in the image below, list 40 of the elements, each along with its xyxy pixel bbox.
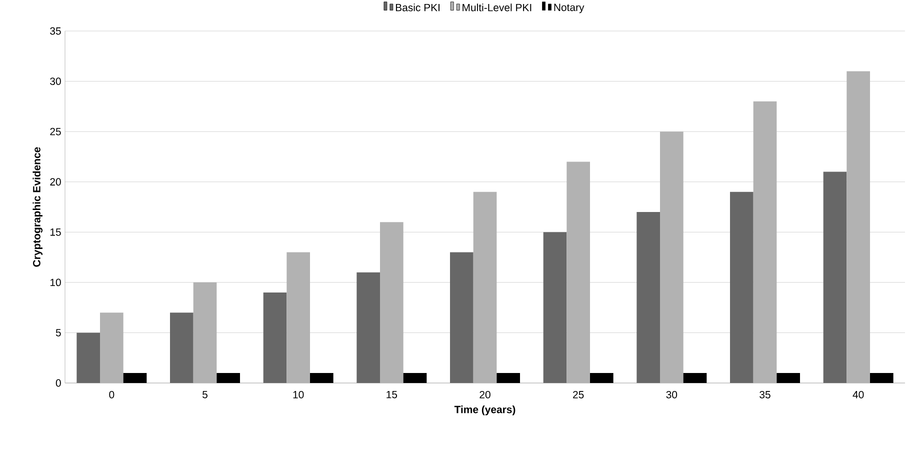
y-tick-label: 0: [56, 379, 61, 387]
bar: [403, 372, 427, 383]
y-tick-label: 30: [50, 78, 61, 85]
bar: [496, 372, 520, 383]
y-tick-label: 25: [50, 128, 61, 136]
bar: [776, 372, 800, 383]
bar: [123, 372, 147, 383]
x-tick-label: 5: [202, 390, 208, 398]
x-axis-title: Time (years): [454, 406, 516, 416]
bar: [310, 372, 334, 383]
y-tick-label: 10: [50, 278, 61, 286]
y-tick-label: 35: [50, 27, 61, 35]
x-tick-label: 40: [852, 390, 864, 398]
x-tick-label: 20: [480, 390, 490, 398]
x-tick-label: 35: [760, 390, 770, 398]
bar: [730, 192, 754, 383]
bar: [356, 272, 380, 383]
bar: [683, 372, 707, 383]
x-tick-label: 0: [109, 390, 114, 398]
x-tick-label: 10: [293, 390, 304, 398]
y-tick-label: 15: [50, 228, 61, 236]
legend-label: Notary: [554, 4, 584, 14]
y-tick-label: 5: [56, 329, 61, 336]
bar: [543, 232, 567, 383]
bar: [216, 372, 240, 383]
bar: [450, 252, 474, 383]
bar: [636, 212, 660, 383]
bar: [590, 372, 614, 383]
x-tick-label: 30: [666, 390, 678, 398]
y-tick-label: 20: [50, 178, 61, 186]
bar: [76, 332, 100, 383]
x-tick-label: 25: [573, 390, 584, 398]
bar: [263, 292, 287, 383]
bar: [170, 312, 194, 383]
legend-label: Basic PKI: [396, 4, 440, 12]
bar: [823, 172, 847, 383]
y-axis-title: Cryptographic Evidence: [32, 147, 43, 267]
legend-label: Multi-Level PKI: [462, 4, 532, 12]
x-tick-label: 15: [386, 390, 398, 398]
bar: [870, 372, 894, 383]
